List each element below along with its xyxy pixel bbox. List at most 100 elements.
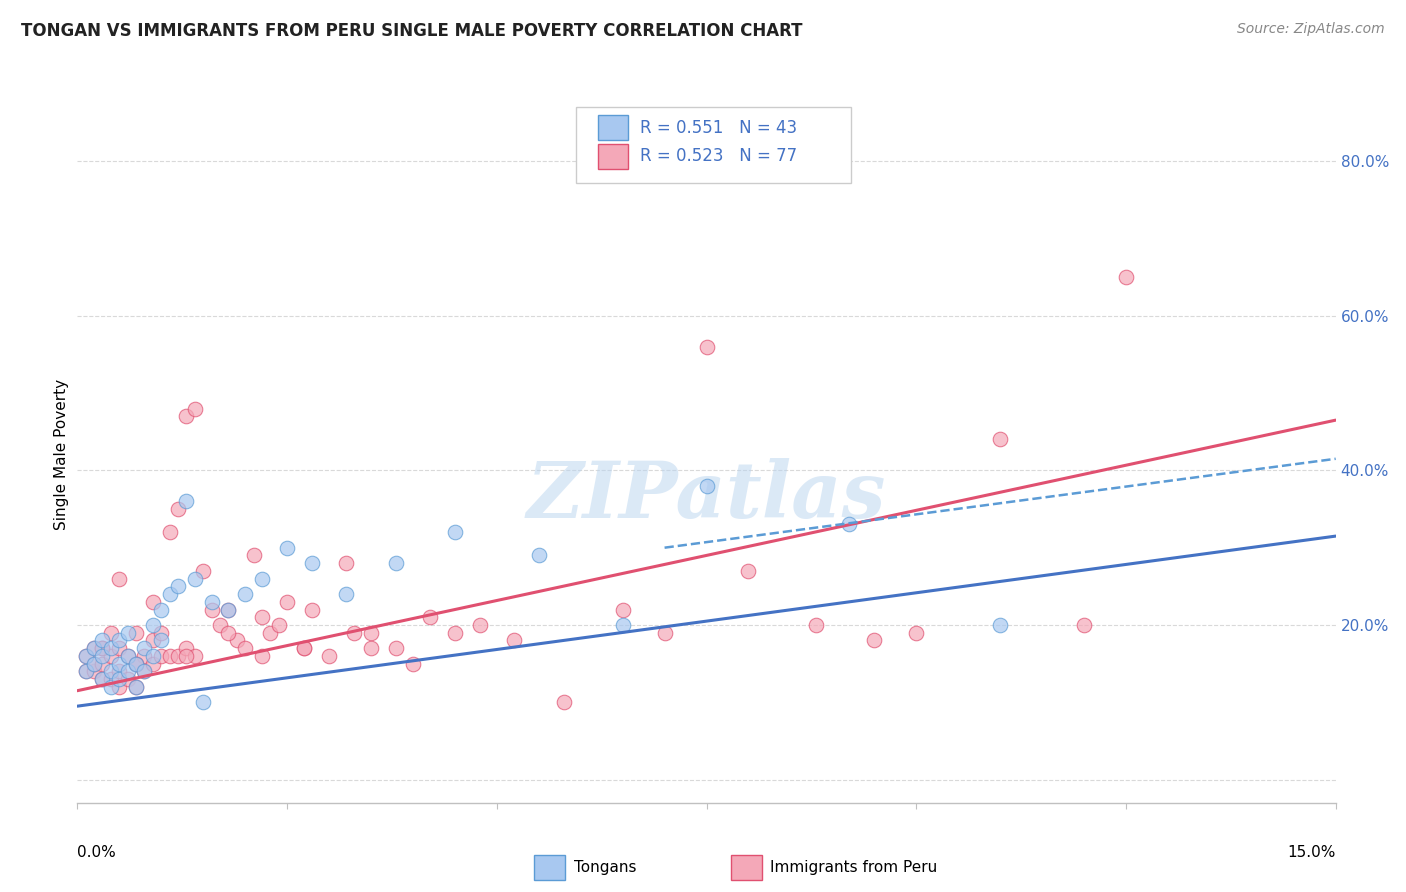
- Point: [176, 409, 198, 424]
- Point: [259, 625, 281, 640]
- Point: [1115, 270, 1137, 285]
- Point: [502, 633, 524, 648]
- Point: [696, 479, 718, 493]
- Text: R = 0.523   N = 77: R = 0.523 N = 77: [640, 147, 797, 165]
- Point: [150, 625, 173, 640]
- Point: [276, 595, 298, 609]
- Text: R = 0.551   N = 43: R = 0.551 N = 43: [640, 119, 797, 136]
- Text: TONGAN VS IMMIGRANTS FROM PERU SINGLE MALE POVERTY CORRELATION CHART: TONGAN VS IMMIGRANTS FROM PERU SINGLE MA…: [21, 22, 803, 40]
- Point: [134, 641, 156, 656]
- Point: [1073, 618, 1095, 632]
- Point: [343, 625, 366, 640]
- Point: [612, 602, 634, 616]
- Point: [905, 625, 928, 640]
- Point: [108, 665, 131, 679]
- Point: [301, 602, 323, 616]
- Point: [250, 648, 273, 663]
- Point: [125, 680, 148, 694]
- Point: [117, 672, 139, 686]
- Point: [292, 641, 315, 656]
- Point: [988, 433, 1011, 447]
- Point: [134, 665, 156, 679]
- Point: [167, 648, 190, 663]
- Point: [142, 648, 165, 663]
- Point: [737, 564, 759, 578]
- Point: [267, 618, 290, 632]
- Point: [176, 648, 198, 663]
- Point: [200, 595, 222, 609]
- Point: [150, 633, 173, 648]
- Point: [167, 502, 190, 516]
- Point: [184, 572, 207, 586]
- Point: [100, 641, 122, 656]
- Point: [108, 641, 131, 656]
- Point: [335, 556, 357, 570]
- Point: [108, 672, 131, 686]
- Point: [402, 657, 425, 671]
- Text: Immigrants from Peru: Immigrants from Peru: [770, 860, 938, 874]
- Point: [91, 641, 114, 656]
- Point: [301, 556, 323, 570]
- Point: [100, 648, 122, 663]
- Point: [200, 602, 222, 616]
- Point: [419, 610, 441, 624]
- Point: [75, 648, 97, 663]
- Point: [159, 525, 181, 540]
- Point: [125, 657, 148, 671]
- Point: [125, 625, 148, 640]
- Point: [335, 587, 357, 601]
- Point: [83, 641, 105, 656]
- Point: [242, 549, 264, 563]
- Point: [276, 541, 298, 555]
- Point: [100, 625, 122, 640]
- Point: [217, 602, 239, 616]
- Text: 15.0%: 15.0%: [1288, 846, 1336, 860]
- Point: [191, 564, 215, 578]
- Point: [838, 517, 860, 532]
- Point: [91, 657, 114, 671]
- Point: [125, 657, 148, 671]
- Point: [134, 665, 156, 679]
- Point: [150, 648, 173, 663]
- Point: [142, 633, 165, 648]
- Point: [191, 695, 215, 709]
- Point: [360, 641, 382, 656]
- Point: [100, 680, 122, 694]
- Point: [100, 665, 122, 679]
- Point: [142, 618, 165, 632]
- Point: [863, 633, 886, 648]
- Y-axis label: Single Male Poverty: Single Male Poverty: [53, 379, 69, 531]
- Point: [75, 665, 97, 679]
- Point: [444, 625, 467, 640]
- Point: [91, 641, 114, 656]
- Point: [117, 665, 139, 679]
- Point: [527, 549, 550, 563]
- Point: [117, 648, 139, 663]
- Point: [91, 672, 114, 686]
- Point: [385, 641, 408, 656]
- Text: Source: ZipAtlas.com: Source: ZipAtlas.com: [1237, 22, 1385, 37]
- Point: [150, 602, 173, 616]
- Point: [696, 340, 718, 354]
- Point: [83, 641, 105, 656]
- Point: [142, 657, 165, 671]
- Point: [184, 401, 207, 416]
- Point: [75, 665, 97, 679]
- Point: [159, 587, 181, 601]
- Point: [184, 648, 207, 663]
- Point: [208, 618, 231, 632]
- Point: [804, 618, 827, 632]
- Point: [75, 648, 97, 663]
- Point: [360, 625, 382, 640]
- Point: [385, 556, 408, 570]
- Point: [233, 587, 256, 601]
- Point: [612, 618, 634, 632]
- Point: [83, 657, 105, 671]
- Point: [125, 680, 148, 694]
- Point: [91, 648, 114, 663]
- Point: [117, 625, 139, 640]
- Point: [318, 648, 340, 663]
- Point: [167, 579, 190, 593]
- Point: [176, 641, 198, 656]
- Point: [250, 572, 273, 586]
